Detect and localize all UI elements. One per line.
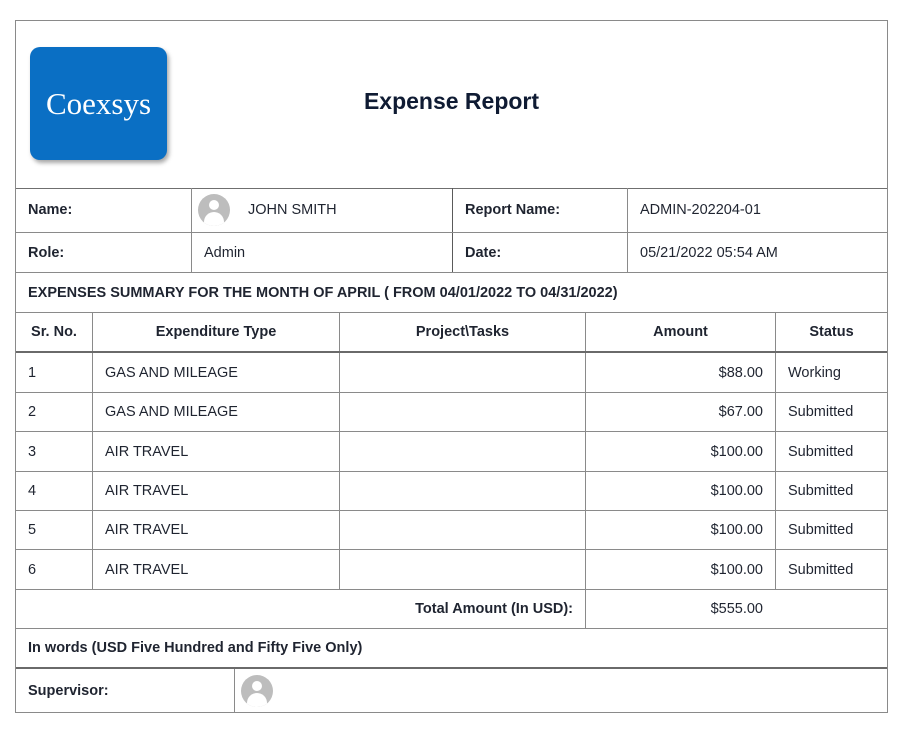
in-words-row: In words (USD Five Hundred and Fifty Fiv… <box>16 629 887 669</box>
supervisor-cell <box>234 669 887 712</box>
row-type: GAS AND MILEAGE <box>92 353 339 392</box>
table-row: 4 AIR TRAVEL $100.00 Submitted <box>16 472 887 511</box>
row-amount: $100.00 <box>585 511 775 549</box>
row-amount: $88.00 <box>585 353 775 392</box>
supervisor-avatar-icon <box>241 674 273 707</box>
table-row: 3 AIR TRAVEL $100.00 Submitted <box>16 432 887 472</box>
table-row: 6 AIR TRAVEL $100.00 Submitted <box>16 550 887 590</box>
amount-in-words: In words (USD Five Hundred and Fifty Fiv… <box>28 640 363 656</box>
company-logo: Coexsys <box>30 47 167 160</box>
row-project <box>339 472 585 510</box>
date-label: Date: <box>452 233 627 272</box>
report-name-label: Report Name: <box>452 188 627 232</box>
table-row: 1 GAS AND MILEAGE $88.00 Working <box>16 353 887 393</box>
row-amount: $100.00 <box>585 432 775 471</box>
total-row: Total Amount (In USD): $555.00 <box>16 590 887 629</box>
row-type: AIR TRAVEL <box>92 472 339 510</box>
summary-row: EXPENSES SUMMARY FOR THE MONTH OF APRIL … <box>16 273 887 313</box>
report-name-value: ADMIN-202204-01 <box>627 188 887 232</box>
row-sr: 1 <box>28 364 37 381</box>
row-sr: 3 <box>28 443 37 460</box>
header-sr-no: Sr. No. <box>31 324 77 340</box>
row-sr: 6 <box>28 561 37 578</box>
total-label: Total Amount (In USD): <box>415 601 573 617</box>
row-type: AIR TRAVEL <box>92 432 339 471</box>
row-amount: $100.00 <box>585 550 775 589</box>
supervisor-label: Supervisor: <box>28 682 109 699</box>
row-amount: $100.00 <box>585 472 775 510</box>
summary-heading: EXPENSES SUMMARY FOR THE MONTH OF APRIL … <box>28 284 618 301</box>
role-value: Admin <box>191 233 452 272</box>
row-type: AIR TRAVEL <box>92 550 339 589</box>
row-project <box>339 550 585 589</box>
table-header-row: Sr. No. Expenditure Type Project\Tasks A… <box>16 313 887 353</box>
table-row: 2 GAS AND MILEAGE $67.00 Submitted <box>16 393 887 432</box>
row-project <box>339 393 585 431</box>
row-sr: 2 <box>28 404 37 420</box>
info-row-role: Role: Admin Date: 05/21/2022 05:54 AM <box>16 233 887 273</box>
row-amount: $67.00 <box>585 393 775 431</box>
total-value: $555.00 <box>585 590 775 628</box>
row-status: Submitted <box>775 393 887 431</box>
row-status: Submitted <box>775 472 887 510</box>
user-avatar-icon <box>198 194 230 226</box>
date-value: 05/21/2022 05:54 AM <box>627 233 887 272</box>
role-label: Role: <box>28 244 65 261</box>
row-sr: 4 <box>28 483 37 499</box>
row-project <box>339 353 585 392</box>
row-sr: 5 <box>28 522 37 538</box>
header-project-tasks: Project\Tasks <box>339 313 585 351</box>
report-header: Coexsys Expense Report <box>16 21 887 189</box>
header-amount: Amount <box>585 313 775 351</box>
supervisor-row: Supervisor: <box>16 669 887 712</box>
header-expenditure-type: Expenditure Type <box>92 313 339 351</box>
row-status: Working <box>775 353 887 392</box>
table-row: 5 AIR TRAVEL $100.00 Submitted <box>16 511 887 550</box>
name-cell: JOHN SMITH <box>191 188 452 232</box>
name-value: JOHN SMITH <box>248 202 337 218</box>
info-row-name: Name: JOHN SMITH Report Name: ADMIN-2022… <box>16 188 887 233</box>
header-status: Status <box>775 313 887 351</box>
report-title: Expense Report <box>363 88 540 114</box>
row-type: AIR TRAVEL <box>92 511 339 549</box>
name-label: Name: <box>28 202 73 218</box>
expense-report: Coexsys Expense Report Name: JOHN SMITH … <box>15 20 888 713</box>
row-status: Submitted <box>775 550 887 589</box>
row-type: GAS AND MILEAGE <box>92 393 339 431</box>
row-project <box>339 511 585 549</box>
row-status: Submitted <box>775 511 887 549</box>
row-project <box>339 432 585 471</box>
row-status: Submitted <box>775 432 887 471</box>
